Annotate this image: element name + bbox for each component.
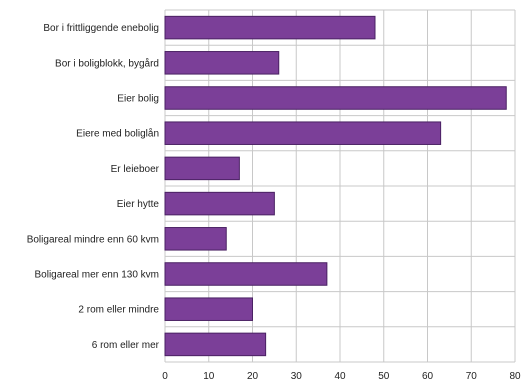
bar — [164, 156, 240, 181]
category-label: Eier bolig — [117, 94, 159, 105]
category-label: Er leieboer — [111, 164, 160, 175]
x-tick-label: 60 — [422, 371, 434, 382]
x-tick-label: 40 — [334, 371, 346, 382]
category-label: Eiere med boliglån — [76, 128, 159, 140]
bar — [164, 191, 275, 216]
bar — [164, 121, 442, 145]
bar — [164, 86, 507, 110]
x-tick-label: 30 — [291, 371, 303, 382]
bars — [164, 15, 507, 357]
category-label: 2 rom eller mindre — [78, 305, 159, 316]
x-tick-label: 10 — [203, 371, 215, 382]
bar — [164, 297, 253, 321]
bar — [164, 227, 227, 251]
category-labels: Bor i frittliggende enebolig Bor i boligb… — [27, 23, 160, 351]
bar — [164, 15, 376, 40]
x-tick-label: 80 — [509, 371, 521, 382]
bar — [164, 51, 280, 75]
category-label: Eier hytte — [117, 199, 160, 210]
category-label: Bor i frittliggende enebolig — [43, 23, 159, 34]
x-tick-label: 70 — [466, 371, 478, 382]
grid — [164, 9, 516, 363]
category-label: Bor i boligblokk, bygård — [55, 57, 159, 69]
category-label: Boligareal mer enn 130 kvm — [34, 270, 159, 281]
category-label: 6 rom eller mer — [92, 340, 160, 351]
x-tick-label: 20 — [247, 371, 259, 382]
x-tick-label: 50 — [378, 371, 390, 382]
category-label: Boligareal mindre enn 60 kvm — [27, 234, 159, 245]
bar — [164, 262, 328, 286]
x-tick-label: 0 — [162, 371, 168, 382]
bar — [164, 332, 267, 357]
x-tick-labels: 0 10 20 30 40 50 60 70 80 — [162, 371, 521, 382]
